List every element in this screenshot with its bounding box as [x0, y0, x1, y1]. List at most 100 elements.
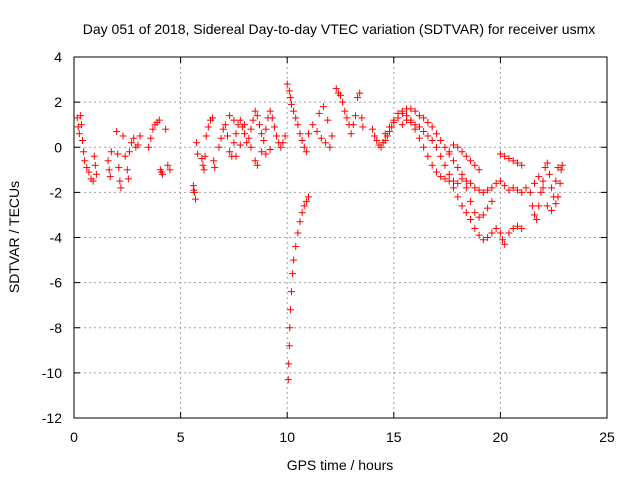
data-point	[305, 193, 313, 201]
data-point	[386, 123, 394, 131]
data-point	[284, 376, 292, 384]
data-point	[287, 288, 295, 296]
data-point	[79, 136, 87, 144]
data-point	[522, 184, 530, 192]
data-point	[407, 118, 415, 126]
data-point	[247, 143, 255, 151]
data-point	[501, 182, 509, 190]
data-point	[518, 224, 526, 232]
data-point	[428, 136, 436, 144]
data-point	[509, 157, 517, 165]
data-point	[432, 143, 440, 151]
data-point	[552, 200, 560, 208]
data-point	[317, 134, 325, 142]
data-point	[166, 166, 174, 174]
data-point	[294, 229, 302, 237]
data-point	[89, 177, 97, 185]
data-point	[341, 107, 349, 115]
data-point	[85, 168, 93, 176]
data-point	[324, 116, 332, 124]
data-point	[381, 130, 389, 138]
data-point	[113, 127, 121, 135]
data-point	[437, 136, 445, 144]
data-point	[441, 143, 449, 151]
data-point	[394, 109, 402, 117]
data-point	[115, 164, 123, 172]
data-point	[217, 134, 225, 142]
data-point	[518, 161, 526, 169]
data-point	[432, 168, 440, 176]
data-point	[467, 215, 475, 223]
data-point	[415, 134, 423, 142]
data-point	[211, 164, 219, 172]
data-point	[496, 177, 504, 185]
data-point	[441, 161, 449, 169]
data-point	[76, 112, 84, 120]
x-tick-label: 20	[493, 429, 509, 445]
data-point	[533, 215, 541, 223]
data-point	[537, 188, 545, 196]
data-point	[283, 80, 291, 88]
data-point	[449, 157, 457, 165]
data-point	[445, 148, 453, 156]
data-point	[403, 116, 411, 124]
data-point	[241, 121, 249, 129]
data-point	[449, 141, 457, 149]
data-point	[377, 143, 385, 151]
data-point	[145, 143, 153, 151]
data-point	[496, 229, 504, 237]
data-point	[471, 184, 479, 192]
data-point	[249, 116, 257, 124]
data-point	[471, 209, 479, 217]
data-point	[199, 161, 207, 169]
data-point	[554, 164, 562, 172]
data-point	[268, 114, 276, 122]
data-point	[467, 197, 475, 205]
data-point	[290, 107, 298, 115]
data-point	[454, 179, 462, 187]
data-point	[548, 206, 556, 214]
data-point	[315, 109, 323, 117]
data-point	[501, 240, 509, 248]
data-point	[124, 175, 132, 183]
data-point	[351, 112, 359, 120]
data-point	[125, 148, 133, 156]
data-point	[245, 134, 253, 142]
data-point	[322, 139, 330, 147]
data-point	[190, 188, 198, 196]
data-point	[424, 118, 432, 126]
data-point	[428, 161, 436, 169]
data-point	[106, 173, 114, 181]
data-point	[437, 173, 445, 181]
x-tick-label: 0	[70, 429, 78, 445]
data-point	[296, 130, 304, 138]
data-point	[556, 179, 564, 187]
data-point	[226, 112, 234, 120]
data-point	[539, 184, 547, 192]
data-point	[509, 224, 517, 232]
x-tick-labels: 0 5 10 15 20 25	[70, 429, 615, 445]
data-point	[458, 175, 466, 183]
data-point	[479, 188, 487, 196]
data-point	[232, 152, 240, 160]
data-point	[513, 186, 521, 194]
data-point	[149, 125, 157, 133]
data-point	[492, 224, 500, 232]
data-point	[300, 202, 308, 210]
x-tick-label: 10	[279, 429, 295, 445]
data-point	[368, 125, 376, 133]
data-point	[479, 236, 487, 244]
data-point	[286, 306, 294, 314]
data-point	[462, 184, 470, 192]
data-point	[339, 98, 347, 106]
data-point	[289, 270, 297, 278]
data-point	[437, 152, 445, 160]
data-point	[441, 175, 449, 183]
y-tick-label: -10	[42, 365, 62, 381]
data-point	[407, 105, 415, 113]
data-point	[202, 132, 210, 140]
x-tick-label: 15	[386, 429, 402, 445]
data-point	[558, 161, 566, 169]
data-point	[432, 130, 440, 138]
